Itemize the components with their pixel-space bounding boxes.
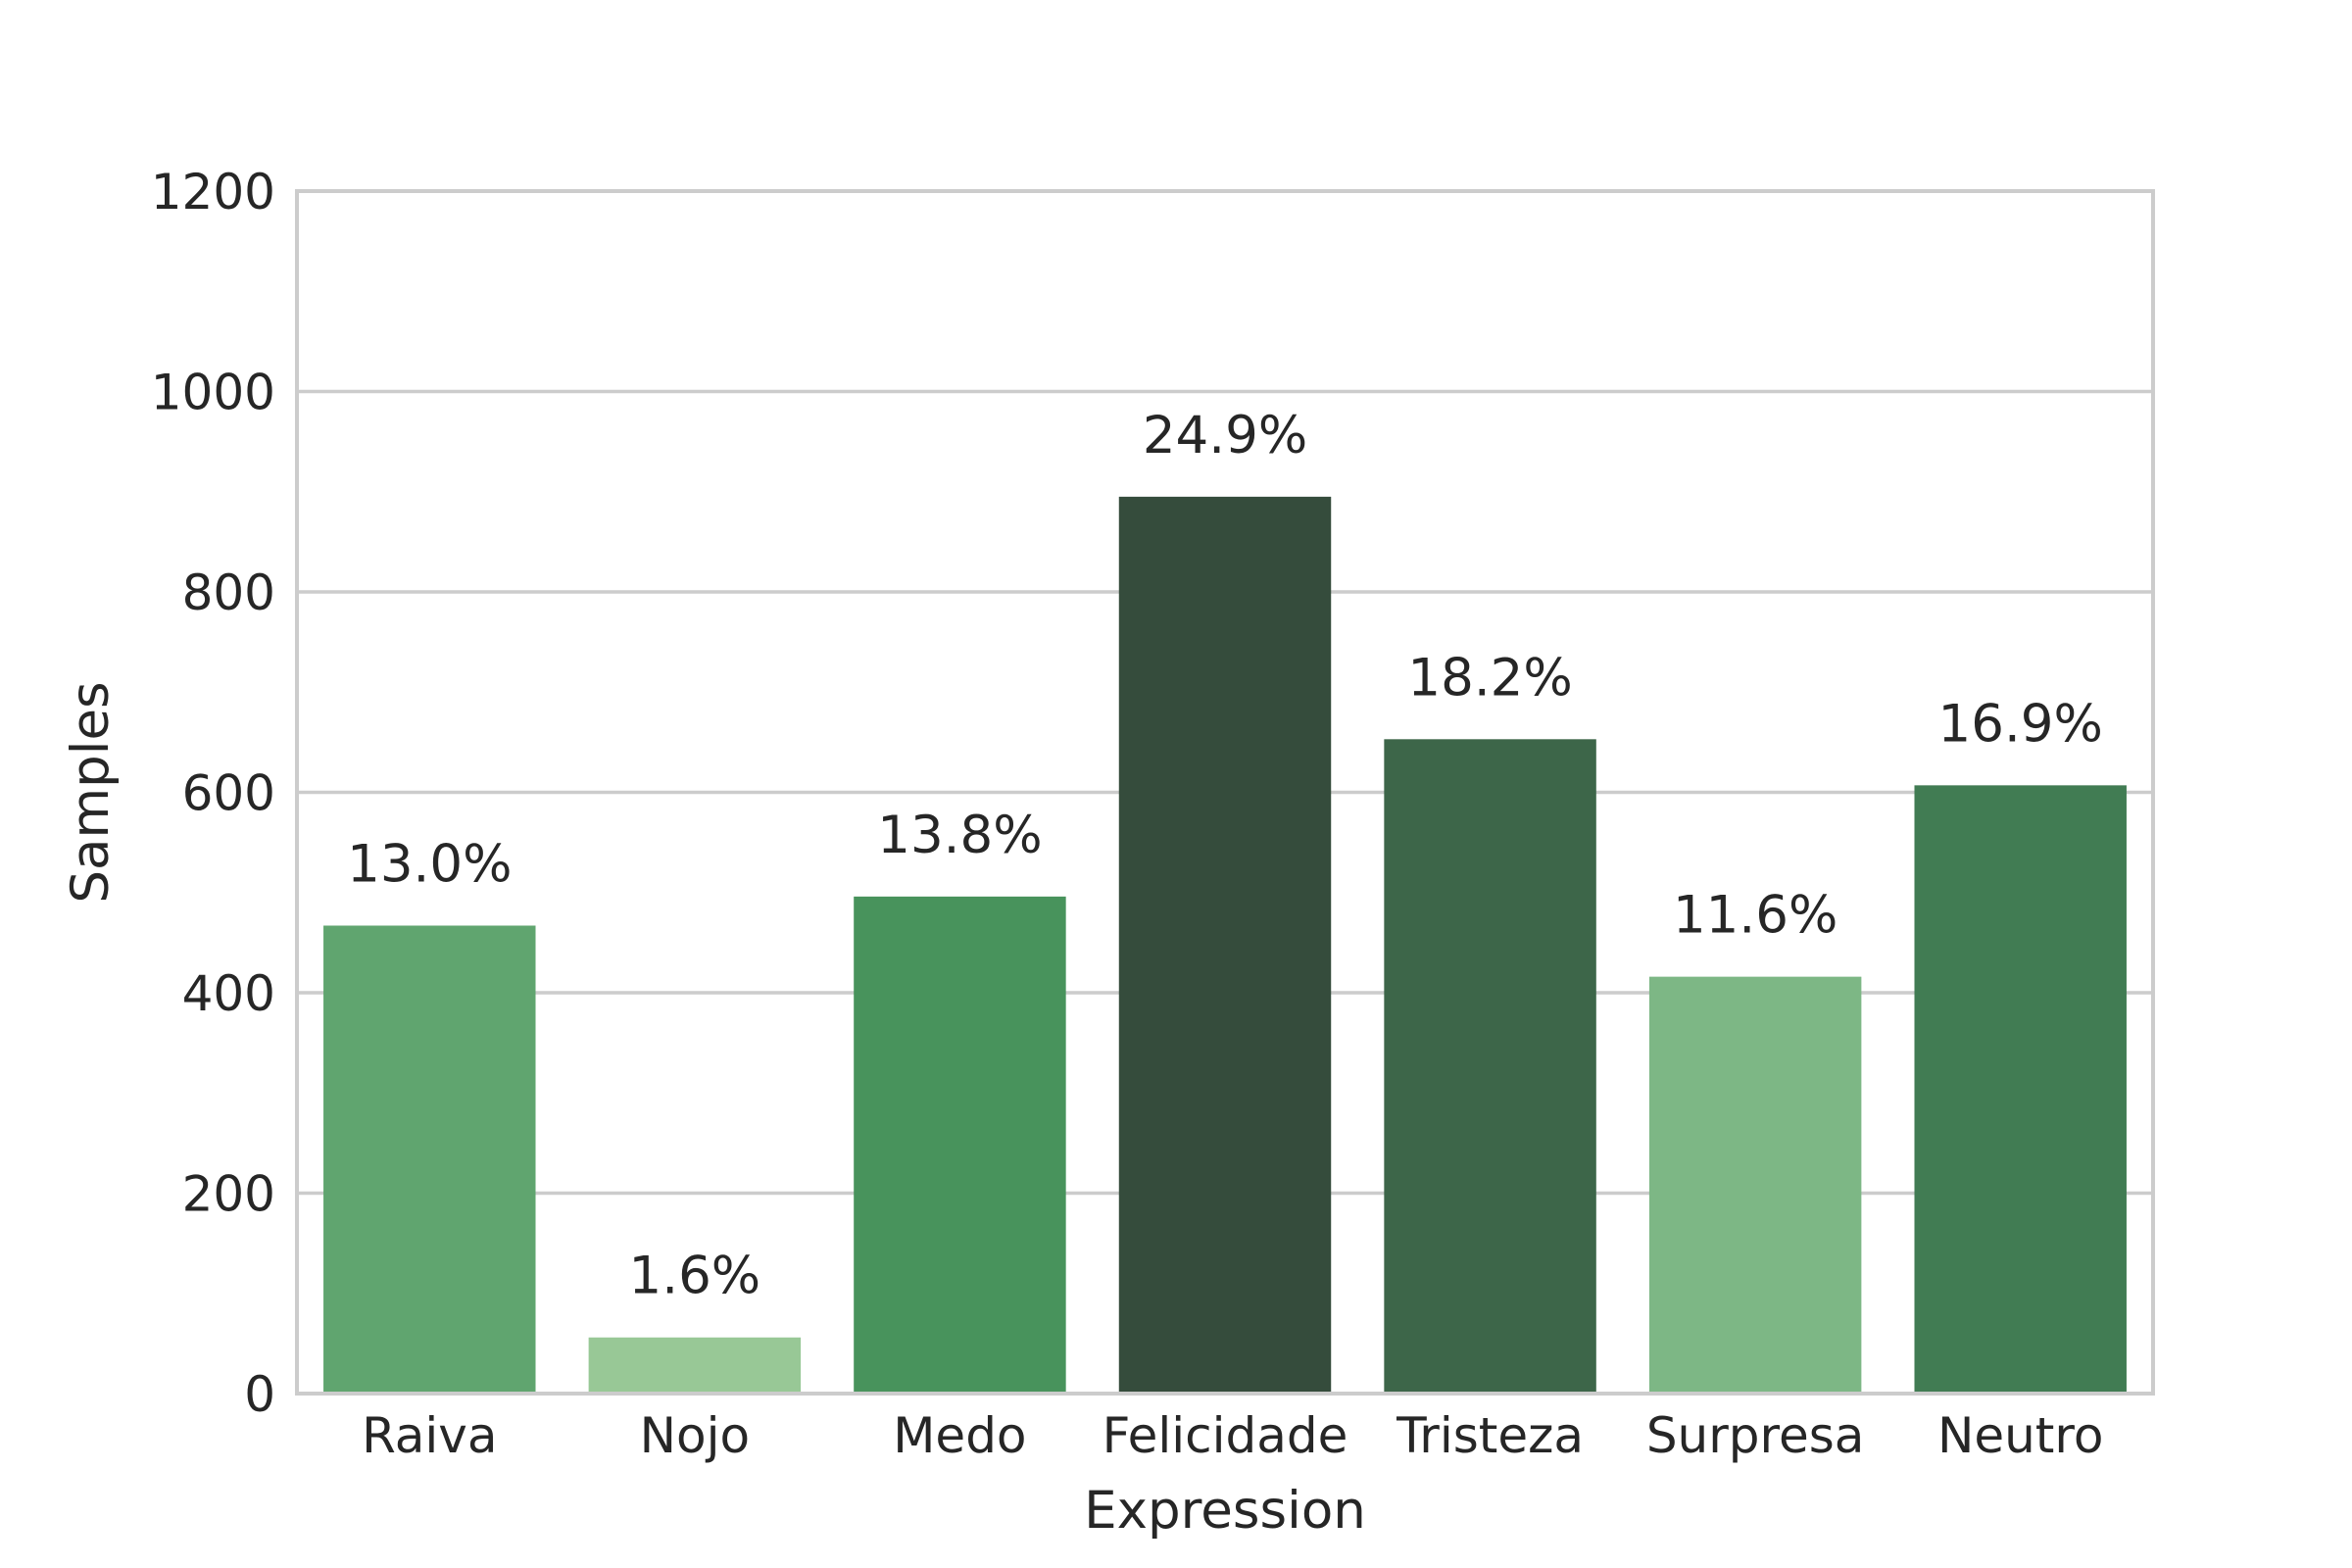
bar-tristeza bbox=[1384, 739, 1596, 1394]
x-tick-labels: Raiva Nojo Medo Felicidade Tristeza Surpresa N… bbox=[362, 1407, 2103, 1464]
bars bbox=[323, 496, 2127, 1394]
x-tick-label: Medo bbox=[893, 1407, 1026, 1464]
y-tick-label: 0 bbox=[244, 1366, 275, 1423]
x-tick-label: Felicidade bbox=[1102, 1407, 1348, 1464]
data-label: 16.9% bbox=[1938, 694, 2103, 754]
y-axis-label: Samples bbox=[61, 681, 121, 903]
data-labels: 13.0% 1.6% 13.8% 24.9% 18.2% 11.6% 16.9% bbox=[347, 406, 2103, 1306]
y-tick-label: 1000 bbox=[151, 365, 275, 421]
bar-nojo bbox=[588, 1337, 802, 1394]
y-tick-labels: 0 200 400 600 800 1000 1200 bbox=[151, 164, 275, 1423]
x-tick-label: Nojo bbox=[640, 1407, 750, 1464]
y-tick-label: 800 bbox=[182, 564, 275, 621]
x-tick-label: Surpresa bbox=[1646, 1407, 1865, 1464]
bar-raiva bbox=[323, 925, 536, 1394]
y-tick-label: 600 bbox=[182, 765, 275, 822]
plot-frame bbox=[295, 189, 2155, 1396]
bar-medo bbox=[854, 896, 1066, 1394]
x-axis-label: Expression bbox=[1084, 1481, 1366, 1541]
bar-neutro bbox=[1914, 785, 2127, 1394]
data-label: 24.9% bbox=[1143, 406, 1307, 466]
bar-felicidade bbox=[1118, 496, 1332, 1394]
data-label: 13.8% bbox=[877, 806, 1042, 865]
bar-surpresa bbox=[1648, 976, 1862, 1394]
x-tick-label: Tristeza bbox=[1396, 1407, 1584, 1464]
x-tick-label: Raiva bbox=[362, 1407, 497, 1464]
y-tick-label: 1200 bbox=[151, 164, 275, 220]
data-label: 13.0% bbox=[347, 834, 512, 894]
data-label: 18.2% bbox=[1407, 648, 1572, 708]
y-tick-label: 200 bbox=[182, 1166, 275, 1223]
data-label: 11.6% bbox=[1673, 886, 1838, 946]
y-tick-label: 400 bbox=[182, 965, 275, 1022]
data-label: 1.6% bbox=[629, 1247, 761, 1306]
x-tick-label: Neutro bbox=[1937, 1407, 2104, 1464]
